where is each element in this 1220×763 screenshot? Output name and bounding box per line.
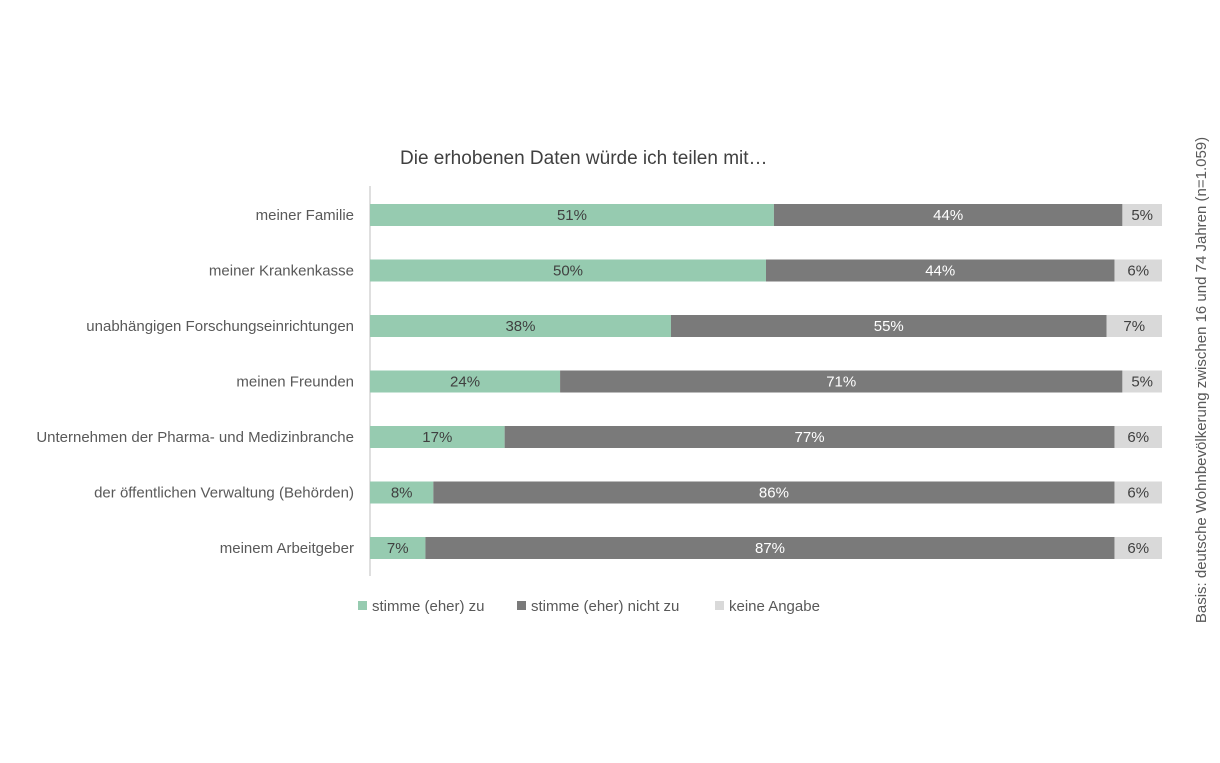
- legend-label: stimme (eher) nicht zu: [531, 598, 679, 615]
- bar-segment: [370, 426, 505, 448]
- legend: stimme (eher) zu stimme (eher) nicht zu ke…: [358, 598, 820, 615]
- bar-area: meiner Familie 51% 44% 5% meiner Krankenkass…: [36, 204, 1162, 559]
- legend-label: keine Angabe: [729, 598, 820, 615]
- bar-segment: [1114, 537, 1162, 559]
- category-label: Unternehmen der Pharma- und Medizinbranc…: [36, 429, 354, 446]
- bar-segment: [370, 537, 426, 559]
- data-label: 6%: [1127, 485, 1149, 502]
- data-label: 7%: [1123, 318, 1145, 335]
- category-label: der öffentlichen Verwaltung (Behörden): [94, 485, 354, 502]
- category-label: unabhängigen Forschungseinrichtungen: [86, 318, 354, 335]
- bar-segment: [370, 204, 774, 226]
- bar-segment: [425, 537, 1115, 559]
- data-label: 6%: [1127, 429, 1149, 446]
- bar-row: meiner Krankenkasse 50% 44% 6%: [209, 259, 1162, 282]
- bar-row: Unternehmen der Pharma- und Medizinbranc…: [36, 426, 1162, 448]
- data-label: 5%: [1131, 207, 1153, 224]
- category-label: meiner Familie: [256, 207, 354, 224]
- bar-segment: [370, 315, 671, 337]
- chart-title: Die erhobenen Daten würde ich teilen mit…: [400, 148, 768, 169]
- bar-segment: [560, 370, 1123, 393]
- bar-segment: [670, 315, 1107, 337]
- data-label: 8%: [391, 485, 413, 502]
- bar-row: meinen Freunden 24% 71% 5%: [236, 370, 1162, 393]
- category-label: meinen Freunden: [236, 374, 354, 391]
- bar-segment: [1122, 370, 1162, 393]
- data-label: 44%: [925, 263, 955, 280]
- data-label: 24%: [450, 374, 480, 391]
- data-label: 17%: [422, 429, 452, 446]
- bar-segment: [433, 481, 1115, 504]
- legend-item: stimme (eher) zu: [358, 598, 485, 615]
- bar-segment: [370, 259, 766, 282]
- legend-swatch: [517, 601, 526, 610]
- data-label: 71%: [826, 374, 856, 391]
- legend-label: stimme (eher) zu: [372, 598, 485, 615]
- legend-swatch: [715, 601, 724, 610]
- bar-segment: [766, 259, 1115, 282]
- data-label: 55%: [874, 318, 904, 335]
- bar-segment: [370, 370, 561, 393]
- bar-segment: [1114, 481, 1162, 504]
- bar-segment: [370, 481, 434, 504]
- bar-row: unabhängigen Forschungseinrichtungen 38% 5…: [86, 315, 1162, 337]
- data-label: 7%: [387, 540, 409, 557]
- bar-segment: [1122, 204, 1162, 226]
- category-label: meinem Arbeitgeber: [220, 540, 354, 557]
- data-label: 77%: [795, 429, 825, 446]
- bar-segment: [1114, 426, 1162, 448]
- bar-segment: [504, 426, 1115, 448]
- legend-item: stimme (eher) nicht zu: [517, 598, 679, 615]
- data-label: 38%: [505, 318, 535, 335]
- bar-row: meiner Familie 51% 44% 5%: [256, 204, 1162, 226]
- bar-row: der öffentlichen Verwaltung (Behörden) 8%…: [94, 481, 1162, 504]
- data-label: 87%: [755, 540, 785, 557]
- data-label: 5%: [1131, 374, 1153, 391]
- data-label: 51%: [557, 207, 587, 224]
- data-label: 50%: [553, 263, 583, 280]
- bar-segment: [1106, 315, 1162, 337]
- bar-segment: [1114, 259, 1162, 282]
- basis-note: Basis: deutsche Wohnbevölkerung zwischen…: [1193, 137, 1210, 623]
- data-label: 44%: [933, 207, 963, 224]
- category-label: meiner Krankenkasse: [209, 263, 354, 280]
- data-label: 6%: [1127, 540, 1149, 557]
- legend-item: keine Angabe: [715, 598, 820, 615]
- legend-swatch: [358, 601, 367, 610]
- bar-row: meinem Arbeitgeber 7% 87% 6%: [220, 537, 1162, 559]
- bar-segment: [773, 204, 1123, 226]
- data-label: 86%: [759, 485, 789, 502]
- data-label: 6%: [1127, 263, 1149, 280]
